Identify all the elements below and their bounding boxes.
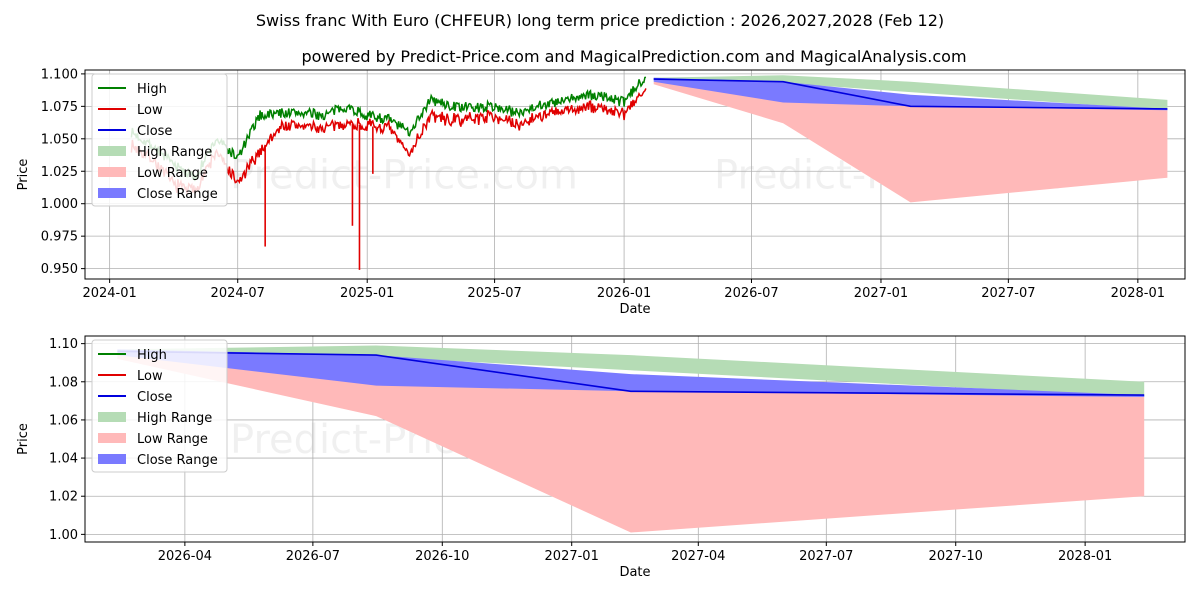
high-range-band bbox=[653, 75, 1168, 111]
close-range-band bbox=[653, 77, 1168, 111]
legend-swatch bbox=[98, 433, 126, 443]
y-tick-label: 1.06 bbox=[49, 413, 78, 428]
legend-swatch bbox=[98, 454, 126, 464]
legend-label: High Range bbox=[137, 411, 212, 426]
x-tick-label: 2024-01 bbox=[82, 286, 136, 301]
y-tick-label: 1.10 bbox=[49, 337, 78, 352]
legend-label: High bbox=[137, 82, 167, 97]
y-tick-label: 0.950 bbox=[41, 262, 78, 277]
close-range-band bbox=[117, 349, 1145, 397]
y-tick-label: 1.025 bbox=[41, 165, 78, 180]
x-tick-label: 2027-07 bbox=[799, 549, 853, 564]
y-tick-label: 1.04 bbox=[49, 452, 78, 467]
legend-swatch bbox=[98, 167, 126, 177]
legend-label: Low bbox=[137, 369, 163, 384]
low-range-band bbox=[653, 81, 1168, 203]
chart-title: Swiss franc With Euro (CHFEUR) long term… bbox=[256, 11, 944, 30]
y-tick-label: 0.975 bbox=[41, 230, 78, 245]
x-tick-label: 2025-01 bbox=[340, 286, 394, 301]
x-tick-label: 2027-01 bbox=[854, 286, 908, 301]
x-axis-label: Date bbox=[619, 302, 650, 317]
top-panel: Predict-Price.comPredict-Price.com2024-0… bbox=[16, 67, 1186, 317]
close-forecast-line bbox=[117, 350, 1145, 396]
legend-label: Low Range bbox=[137, 432, 208, 447]
x-tick-label: 2026-04 bbox=[158, 549, 212, 564]
low-range-band bbox=[117, 355, 1145, 533]
x-tick-label: 2027-04 bbox=[671, 549, 725, 564]
x-tick-label: 2026-01 bbox=[597, 286, 651, 301]
legend-swatch bbox=[98, 412, 126, 422]
x-axis-label: Date bbox=[619, 565, 650, 580]
bottom-panel: Predict-Price.comPredict-Price.com2026-0… bbox=[16, 335, 1186, 580]
y-axis-label: Price bbox=[16, 423, 31, 455]
legend-label: Close Range bbox=[137, 453, 218, 468]
legend-swatch bbox=[98, 188, 126, 198]
x-tick-label: 2026-07 bbox=[724, 286, 778, 301]
plot-frame bbox=[84, 69, 1186, 280]
x-tick-label: 2026-07 bbox=[286, 549, 340, 564]
chart-subtitle: powered by Predict-Price.com and Magical… bbox=[301, 47, 966, 66]
legend-label: High bbox=[137, 348, 167, 363]
y-tick-label: 1.050 bbox=[41, 132, 78, 147]
legend-label: High Range bbox=[137, 145, 212, 160]
y-tick-label: 1.08 bbox=[49, 375, 78, 390]
y-tick-label: 1.000 bbox=[41, 197, 78, 212]
x-tick-label: 2028-01 bbox=[1111, 286, 1165, 301]
y-tick-label: 1.075 bbox=[41, 100, 78, 115]
y-tick-label: 1.02 bbox=[49, 490, 78, 505]
plot-area bbox=[117, 345, 1145, 533]
legend-label: Low bbox=[137, 103, 163, 118]
legend-label: Close bbox=[137, 390, 172, 405]
watermark: Predict-Price.com bbox=[230, 153, 578, 199]
legend-label: Close bbox=[137, 124, 172, 139]
x-tick-label: 2026-10 bbox=[415, 549, 469, 564]
x-tick-label: 2025-07 bbox=[467, 286, 521, 301]
x-tick-label: 2028-01 bbox=[1058, 549, 1112, 564]
y-axis-label: Price bbox=[16, 159, 31, 191]
legend-label: Low Range bbox=[137, 166, 208, 181]
close-forecast-line bbox=[653, 78, 1168, 110]
x-tick-label: 2027-10 bbox=[929, 549, 983, 564]
y-tick-label: 1.00 bbox=[49, 528, 78, 543]
x-tick-label: 2027-01 bbox=[545, 549, 599, 564]
legend-label: Close Range bbox=[137, 187, 218, 202]
x-tick-label: 2024-07 bbox=[211, 286, 265, 301]
legend-swatch bbox=[98, 146, 126, 156]
x-tick-label: 2027-07 bbox=[981, 286, 1035, 301]
plot-frame bbox=[84, 335, 1186, 543]
y-tick-label: 1.100 bbox=[41, 67, 78, 82]
